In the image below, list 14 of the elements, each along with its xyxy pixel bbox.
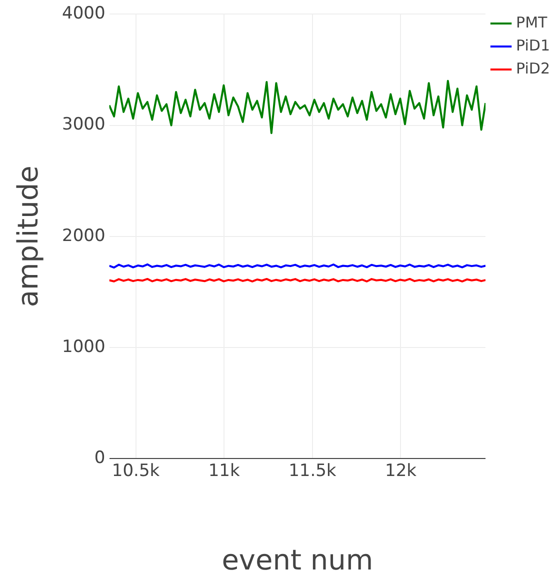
y-axis-title: amplitude	[11, 166, 44, 308]
y-tick-label: 2000	[62, 226, 106, 246]
legend-label: PiD2	[516, 59, 550, 78]
x-tick-label: 11k	[208, 461, 240, 482]
y-tick-label: 1000	[62, 336, 106, 357]
y-tick-label: 3000	[62, 114, 106, 135]
legend-label: PMT	[516, 13, 548, 32]
x-axis-title: event num	[222, 543, 374, 576]
y-tick-label: 4000	[62, 4, 106, 24]
y-tick-label: 0	[94, 448, 106, 468]
x-tick-label: 12k	[384, 461, 417, 482]
x-tick-label: 11.5k	[288, 461, 336, 482]
x-tick-label: 10.5k	[112, 461, 160, 482]
legend-label: PiD1	[516, 36, 550, 54]
